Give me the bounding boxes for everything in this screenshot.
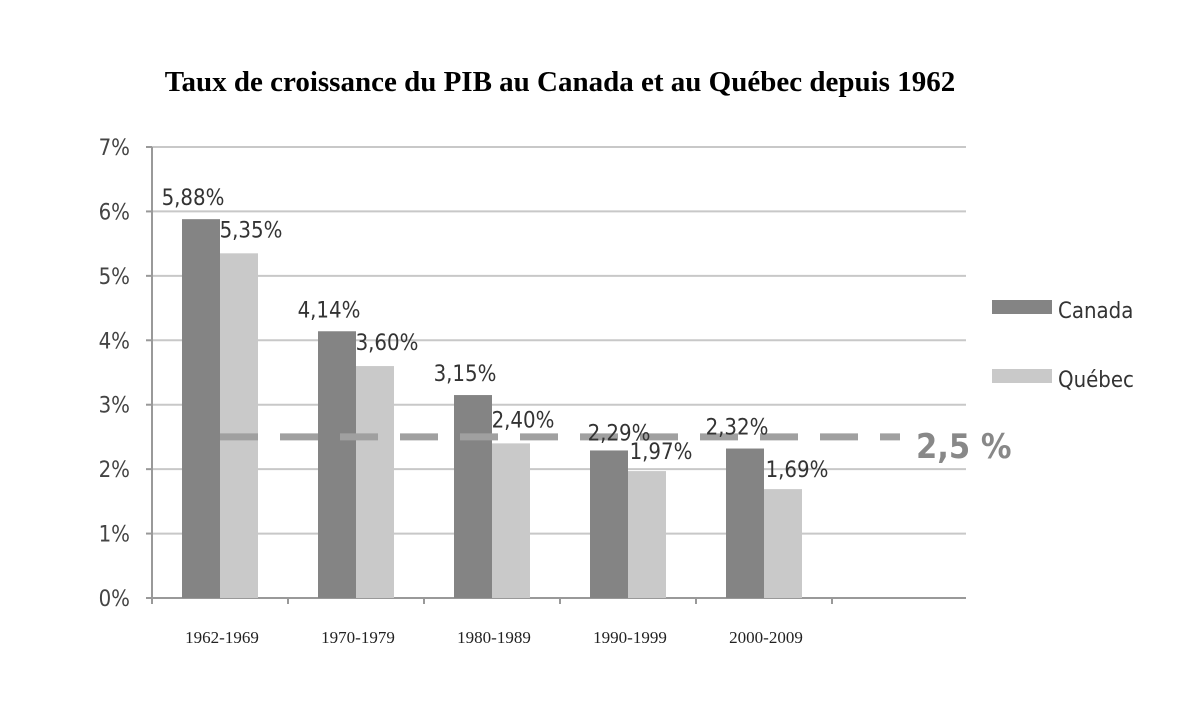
bars: [182, 219, 802, 599]
legend: Canada Québec: [992, 299, 1134, 393]
y-tick-label: 6%: [99, 200, 130, 225]
bar-qubec: [764, 489, 802, 598]
data-label: 1,69%: [766, 458, 829, 483]
bar-canada: [318, 331, 356, 598]
axes: 0% 1% 2% 3% 4% 5% 6% 7% 1962-1969 1970-1979 1980-1…: [99, 136, 966, 647]
y-tick-label: 0%: [99, 587, 130, 612]
data-label: 3,15%: [434, 362, 497, 387]
y-tick-label: 2%: [99, 458, 130, 483]
legend-swatch: [992, 300, 1052, 314]
data-label: 3,60%: [356, 331, 419, 356]
bar-canada: [590, 450, 628, 598]
y-tick-label: 3%: [99, 394, 130, 419]
y-tick-label: 5%: [99, 265, 130, 290]
data-label: 5,88%: [162, 186, 225, 211]
x-category-label: 1970-1979: [321, 628, 395, 647]
legend-label: Canada: [1058, 299, 1133, 324]
x-category-label: 1990-1999: [593, 628, 667, 647]
x-category-label: 2000-2009: [729, 628, 803, 647]
bar-qubec: [492, 443, 530, 598]
y-tick-label: 1%: [99, 523, 130, 548]
y-tick-label: 7%: [99, 136, 130, 161]
data-label: 2,32%: [706, 416, 769, 441]
bar-qubec: [628, 471, 666, 598]
reference-line-group: 2,5 %: [220, 427, 1011, 467]
bar-canada: [726, 448, 764, 598]
bar-qubec: [356, 366, 394, 598]
data-label: 4,14%: [298, 298, 361, 323]
bar-canada: [182, 219, 220, 598]
data-label: 2,29%: [588, 421, 651, 446]
data-label: 1,97%: [630, 440, 693, 465]
bar-canada: [454, 395, 492, 598]
data-label: 5,35%: [220, 218, 283, 243]
chart-title: Taux de croissance du PIB au Canada et a…: [164, 66, 956, 98]
bar-qubec: [220, 253, 258, 599]
x-category-label: 1962-1969: [185, 628, 259, 647]
legend-swatch: [992, 369, 1052, 383]
gridlines: [152, 146, 966, 535]
legend-label: Québec: [1058, 368, 1134, 393]
x-category-label: 1980-1989: [457, 628, 531, 647]
data-labels: 5,88% 5,35% 4,14% 3,60% 3,15% 2,40% 2,29%1,97%…: [162, 186, 829, 483]
data-label: 2,40%: [492, 408, 555, 433]
reference-line-label: 2,5 %: [916, 427, 1011, 467]
y-tick-label: 4%: [99, 329, 130, 354]
